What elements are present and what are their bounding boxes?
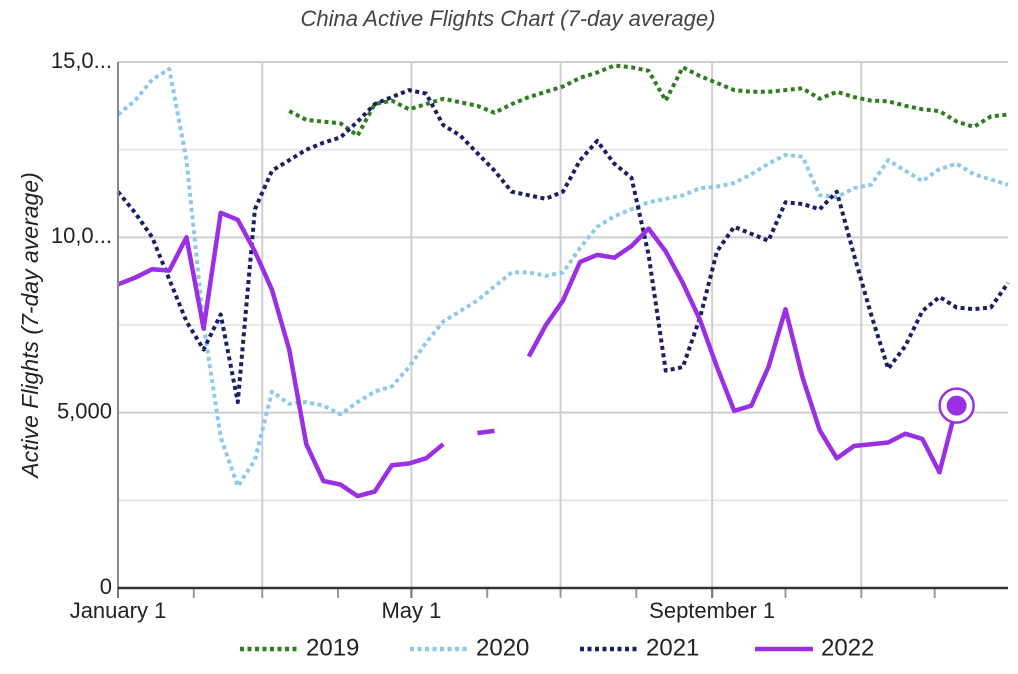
axes: 0 5,000 10,0... 15,0... January 1 May 1 Septem… (51, 48, 1008, 623)
legend-label: 2019 (306, 634, 359, 661)
series-line (117, 210, 959, 499)
grid (118, 61, 1008, 589)
chart-title: China Active Flights Chart (7-day averag… (301, 6, 716, 31)
legend: 2019 2020 2021 2022 (240, 634, 874, 661)
legend-label: 2020 (476, 634, 529, 661)
series-line (288, 63, 1009, 138)
y-tick-label: 0 (100, 574, 112, 599)
x-tick-label: May 1 (381, 598, 441, 623)
legend-label: 2022 (821, 634, 874, 661)
y-axis-label: Active Flights (7-day average) (17, 172, 43, 480)
y-tick-label: 15,0... (51, 48, 112, 73)
y-tick-label: 10,0... (51, 223, 112, 248)
x-tick-label: September 1 (649, 598, 775, 623)
x-tick-label: January 1 (70, 598, 167, 623)
end-marker (946, 395, 967, 416)
series-line (116, 67, 1009, 489)
series-line (116, 88, 1010, 405)
legend-label: 2021 (646, 634, 699, 661)
y-tick-label: 5,000 (57, 398, 112, 423)
plot-area (116, 63, 1010, 499)
